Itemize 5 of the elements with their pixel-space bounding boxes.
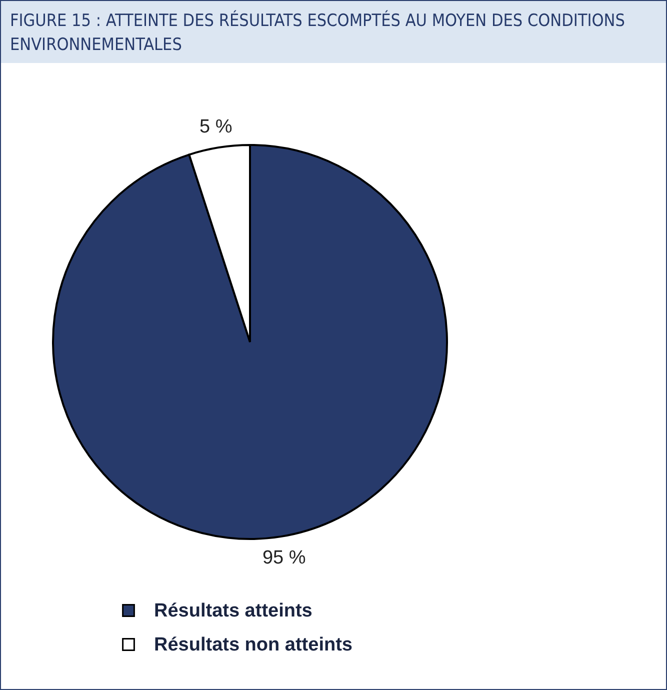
legend-label: Résultats atteints bbox=[154, 600, 312, 622]
data-label: 95 % bbox=[262, 547, 306, 568]
data-label: 5 % bbox=[200, 116, 232, 138]
legend-label: Résultats non atteints bbox=[154, 634, 352, 656]
chart-title: FIGURE 15 : ATTEINTE DES RÉSULTATS ESCOMPTÉS AU MOYEN DES CONDITIONS ENVIRONNEMENTALES bbox=[1, 1, 666, 63]
